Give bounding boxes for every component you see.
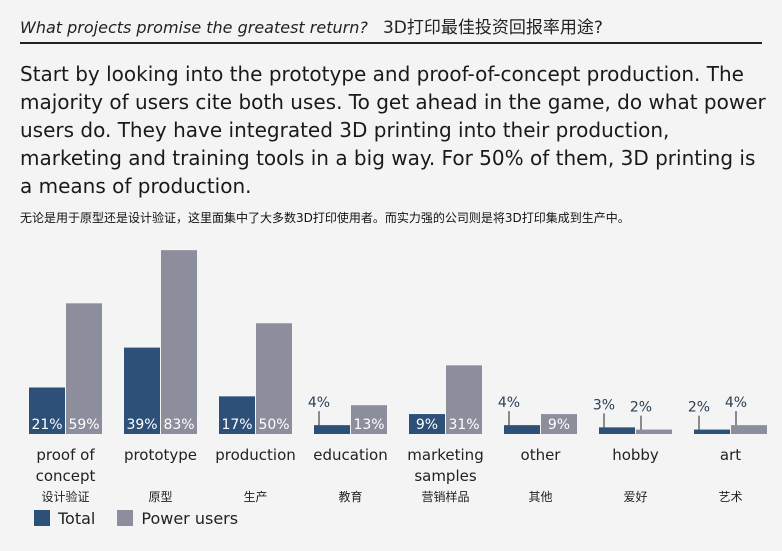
bar-power-users — [351, 405, 387, 434]
data-label-total: 2% — [688, 400, 710, 416]
bar-power-users — [446, 365, 482, 434]
category-label: marketing — [407, 446, 483, 464]
legend-swatch-total — [34, 510, 50, 526]
intro-text-zh: 无论是用于原型还是设计验证，这里面集中了大多数3D打印使用者。而实力强的公司则是… — [20, 211, 630, 225]
category-label: education — [313, 446, 387, 464]
data-label-power-users: 50% — [258, 417, 289, 433]
category-label-zh: 营销样品 — [421, 489, 469, 504]
category-label-zh: 其他 — [528, 490, 552, 504]
category-label-zh: 艺术 — [718, 490, 742, 504]
data-label-power-users: 4% — [725, 395, 747, 411]
category-label: prototype — [124, 446, 197, 464]
category-label: samples — [414, 467, 477, 485]
header-title-zh: 3D打印最佳投资回报率用途? — [382, 18, 603, 38]
data-label-total: 21% — [31, 417, 62, 433]
category-label: production — [215, 446, 296, 464]
bar-power-users — [161, 250, 197, 434]
bar-total — [29, 387, 65, 434]
bar-total — [599, 427, 635, 434]
bar-total — [219, 396, 255, 434]
category-label-zh: 爱好 — [623, 490, 647, 504]
category-label-zh: 设计验证 — [41, 489, 89, 504]
data-label-total: 17% — [221, 417, 252, 433]
data-label-total: 4% — [308, 395, 330, 411]
legend-swatch-power-users — [117, 510, 134, 526]
bar-total — [409, 414, 445, 434]
bar-power-users — [256, 323, 292, 434]
bar-power-users — [731, 425, 767, 434]
category-label: hobby — [612, 446, 659, 464]
legend-item-power-users: Power users — [117, 509, 238, 528]
header-title-en: What projects promise the greatest retur… — [20, 18, 368, 37]
data-label-power-users: 9% — [548, 417, 570, 433]
bar-power-users — [636, 429, 672, 434]
category-label: art — [720, 446, 741, 464]
data-label-power-users: 2% — [630, 400, 652, 416]
page-header: What projects promise the greatest retur… — [20, 14, 762, 44]
data-label-total: 39% — [126, 417, 157, 433]
data-label-power-users: 59% — [68, 417, 99, 433]
category-label: other — [521, 446, 562, 464]
bar-power-users — [66, 303, 102, 434]
data-label-total: 4% — [498, 395, 520, 411]
bar-total — [694, 429, 730, 434]
data-label-power-users: 13% — [353, 417, 384, 433]
bar-total — [124, 347, 160, 434]
data-label-power-users: 31% — [448, 417, 479, 433]
legend-label-total: Total — [58, 508, 96, 528]
bar-total — [504, 425, 540, 434]
legend-item-total: Total — [34, 509, 95, 528]
legend-label-power-users: Power users — [141, 508, 239, 528]
bar-power-users — [541, 414, 577, 434]
category-label: concept — [36, 467, 96, 485]
bar-total — [314, 425, 350, 434]
category-label-zh: 原型 — [148, 490, 172, 504]
data-label-total: 3% — [593, 397, 615, 413]
category-label-zh: 教育 — [338, 489, 362, 504]
data-label-power-users: 83% — [163, 417, 194, 433]
category-label: proof of — [36, 446, 95, 464]
intro-text-en: Start by looking into the prototype and … — [20, 62, 766, 198]
data-label-total: 9% — [416, 417, 438, 433]
category-label-zh: 生产 — [243, 490, 267, 504]
chart-legend: Total Power users — [34, 507, 260, 529]
